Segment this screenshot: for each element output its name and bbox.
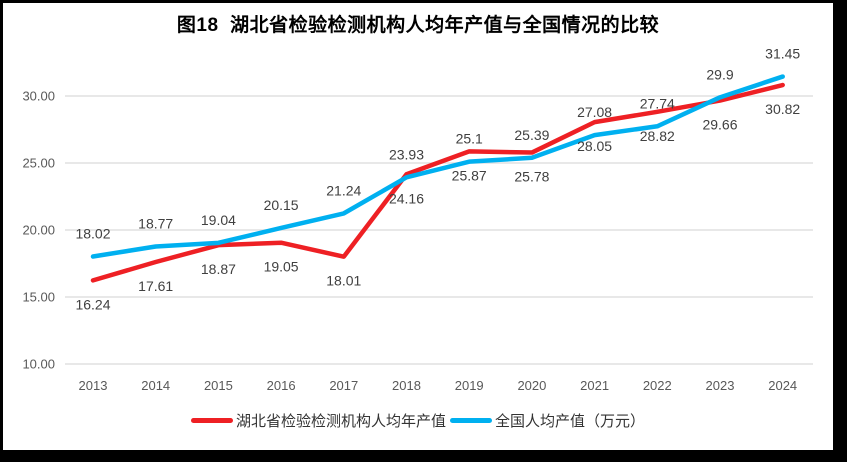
data-label: 28.05 [577,138,612,154]
data-label: 25.78 [514,169,549,185]
data-label: 27.08 [577,104,612,120]
x-tick-label: 2022 [643,378,672,393]
hubei-series-swatch [190,418,233,423]
hubei-series-label: 湖北省检验检测机构人均年产值 [235,413,446,430]
y-tick-label: 30.00 [22,89,55,104]
series-line-hubei [90,82,785,283]
y-tick-label: 15.00 [22,290,55,305]
data-label: 29.66 [702,117,737,133]
x-tick-label: 2018 [392,378,421,393]
national-series-swatch [450,418,492,423]
data-label: 20.15 [264,197,299,213]
x-tick-label: 2014 [141,378,170,393]
x-tick-label: 2019 [455,378,484,393]
y-tick-label: 20.00 [22,223,55,238]
data-label: 21.24 [326,182,361,198]
data-label: 24.16 [389,190,424,206]
data-label: 18.77 [138,215,173,231]
data-labels: 16.24 17.61 18.87 19.05 18.01 24.16 25.87 25.78… [75,46,800,313]
x-tick-label: 2023 [706,378,735,393]
x-axis-labels: 2013 2014 2015 2016 2017 2018 2019 2020 2021 2022… [79,378,798,393]
data-label: 25.1 [456,131,483,147]
x-tick-label: 2017 [329,378,358,393]
data-label: 25.87 [452,167,487,183]
series-line-national [90,74,785,259]
x-tick-label: 2016 [267,378,296,393]
series-lines [90,74,785,283]
legend-item-national: 全国人均产值（万元） [450,410,645,431]
data-label: 31.45 [765,46,800,62]
x-tick-label: 2015 [204,378,233,393]
chart-canvas: 图18 湖北省检验检测机构人均年产值与全国情况的比较 10.00 15.00 20.… [3,3,833,450]
x-tick-label: 2024 [768,378,797,393]
x-tick-label: 2021 [580,378,609,393]
data-label: 19.05 [264,259,299,275]
gridlines [65,95,813,365]
data-label: 18.02 [75,226,110,242]
data-label: 16.24 [75,296,110,312]
y-axis-labels: 10.00 15.00 20.00 25.00 30.00 [22,89,55,372]
data-label: 29.9 [706,66,733,82]
x-tick-label: 2013 [79,378,108,393]
data-label: 25.39 [514,127,549,143]
chart-title: 图18 湖北省检验检测机构人均年产值与全国情况的比较 [176,15,660,36]
y-tick-label: 25.00 [22,156,55,171]
data-label: 19.04 [201,212,236,228]
data-label: 17.61 [138,278,173,294]
legend-item-hubei: 湖北省检验检测机构人均年产值 [190,410,446,431]
x-tick-label: 2020 [517,378,546,393]
national-series-label: 全国人均产值（万元） [495,413,646,430]
data-label: 28.82 [640,128,675,144]
data-label: 23.93 [389,146,424,162]
data-label: 18.01 [326,273,361,289]
chart-legend: 湖北省检验检测机构人均年产值 全国人均产值（万元） [3,410,833,431]
y-tick-label: 10.00 [22,357,55,372]
data-label: 18.87 [201,261,236,277]
data-label: 27.74 [640,95,675,111]
data-label: 30.82 [765,101,800,117]
